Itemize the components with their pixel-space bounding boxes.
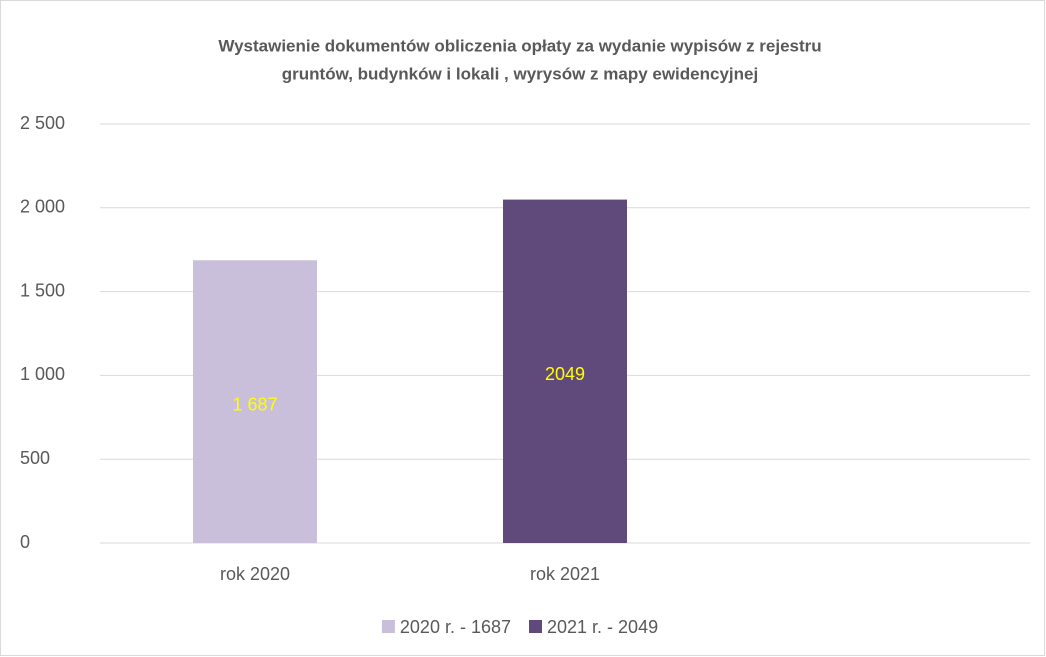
legend-label: 2020 r. - 1687	[400, 617, 511, 637]
y-tick-label: 1 000	[20, 364, 65, 384]
legend-label: 2021 r. - 2049	[547, 617, 658, 637]
legend-swatch	[381, 620, 395, 633]
bar	[503, 199, 627, 544]
x-tick-label: rok 2020	[220, 564, 290, 584]
y-tick-label: 2 000	[20, 197, 65, 217]
y-tick-label: 2 500	[20, 113, 65, 133]
chart-title: Wystawienie dokumentów obliczenia opłaty…	[218, 36, 821, 55]
x-tick-label: rok 2021	[530, 564, 600, 584]
y-tick-label: 0	[20, 532, 30, 552]
data-label: 2049	[545, 364, 585, 384]
bar	[193, 260, 317, 543]
y-tick-label: 500	[20, 448, 50, 468]
chart-title: gruntów, budynków i lokali , wyrysów z m…	[282, 64, 758, 83]
data-label: 1 687	[232, 394, 277, 414]
y-tick-label: 1 500	[20, 280, 65, 300]
legend-swatch	[529, 620, 542, 633]
